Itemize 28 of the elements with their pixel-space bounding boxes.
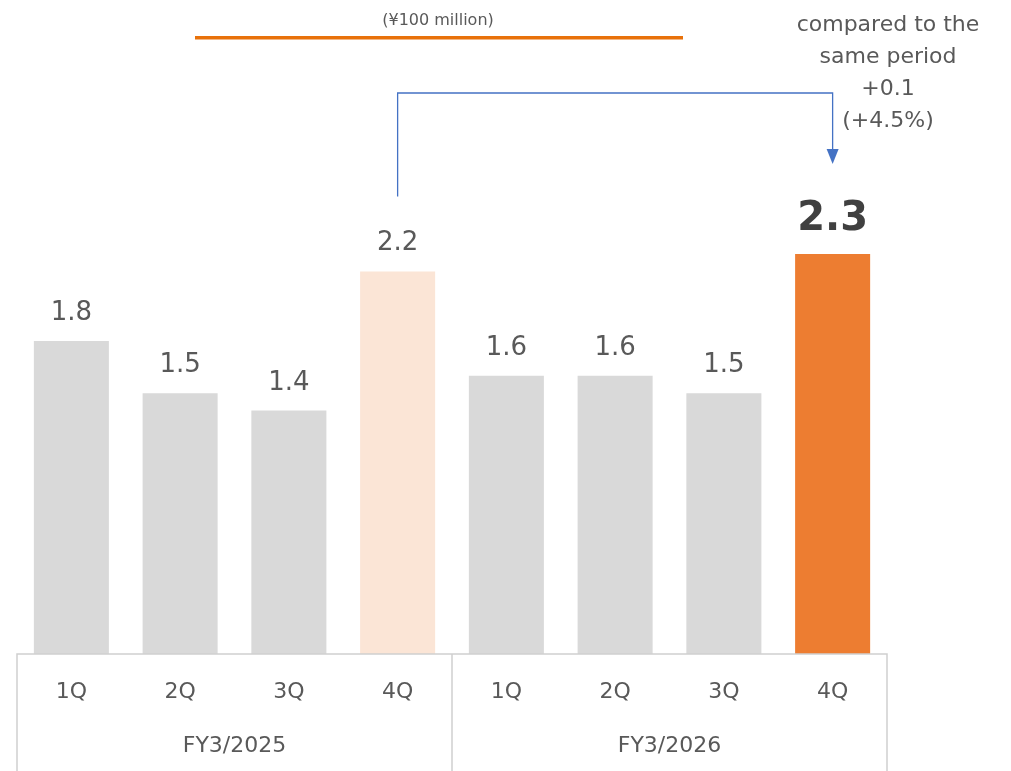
chart-subtitle: (¥100 million) [382,10,494,29]
bar [795,254,871,654]
data-label: 2.3 [797,193,869,239]
bar [142,393,218,654]
bar [686,393,762,654]
x-tick-label: 1Q [55,677,88,703]
text: FY3/2026 [617,732,722,757]
x-tick-label: 1Q [490,677,523,703]
bar [251,410,327,654]
x-tick-label: 4Q [381,677,414,703]
text: compared to the same period +0.1 (+4.5%) [796,11,980,132]
x-tick-label: 3Q [708,677,740,703]
bar [468,375,544,654]
bar [33,340,109,654]
data-label: 1.5 [159,348,201,379]
bar [577,375,653,654]
x-tick-label: 3Q [273,677,305,703]
text: FY3/2025 [182,732,287,757]
data-label: 1.5 [703,348,745,379]
data-label: 1.8 [50,295,93,326]
data-label: 2.2 [376,226,419,257]
x-tick-label: 2Q [599,677,631,703]
data-label: 1.6 [594,330,636,361]
x-tick-label: 4Q [816,677,849,703]
bar [360,271,436,654]
x-tick-label: 2Q [164,677,196,703]
data-label: 1.4 [268,365,310,396]
data-label: 1.6 [485,330,528,361]
